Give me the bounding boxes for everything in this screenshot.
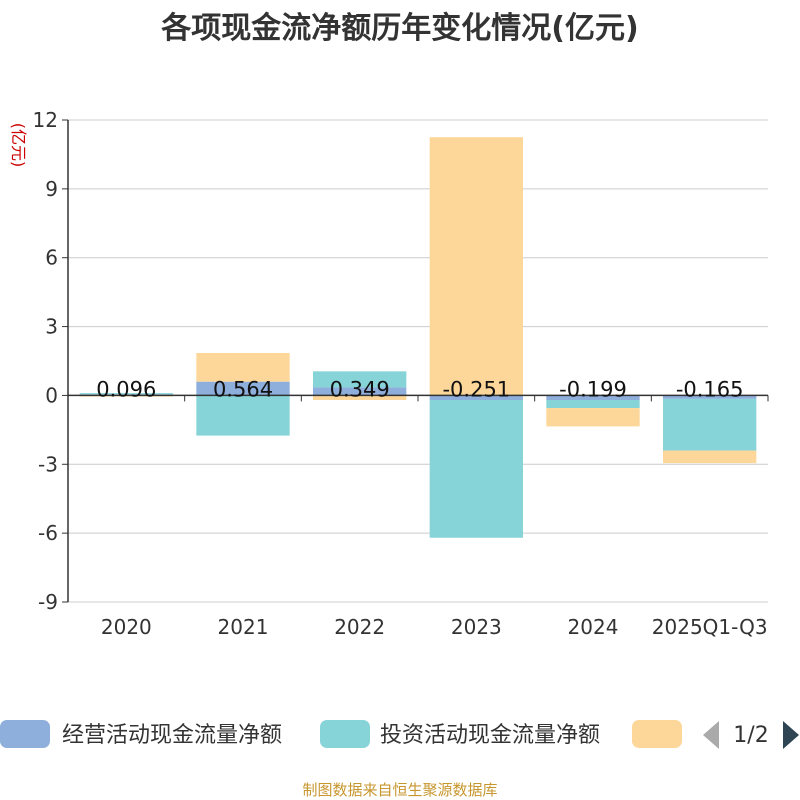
y-tick-label-6: -6: [38, 521, 58, 545]
y-tick-label-0: 12: [33, 108, 58, 132]
legend-swatch-investing[interactable]: [320, 720, 370, 748]
bar-s0-2023: [429, 395, 523, 401]
bar-s1-2021: [196, 395, 290, 436]
x-tick-label-2024: 2024: [568, 615, 619, 639]
bar-s1-2022: [313, 371, 407, 388]
bar-s2-2021: [196, 352, 290, 382]
legend-swatch-operating[interactable]: [0, 720, 50, 748]
data-label-2025Q1-Q3: -0.165: [676, 377, 744, 401]
legend-label-operating[interactable]: 经营活动现金流量净额: [62, 723, 282, 748]
y-tick-label-4: 0: [45, 383, 58, 407]
bar-s2-2023: [429, 137, 523, 396]
data-label-2020: 0.096: [96, 377, 156, 401]
legend-label-investing[interactable]: 投资活动现金流量净额: [380, 723, 600, 748]
bar-s1-2023: [429, 400, 523, 538]
x-axis-ticks: 2020 2021 2022 2023 2024 2025Q1-Q3: [101, 615, 768, 639]
bar-s0-2022: [313, 387, 407, 396]
bar-s0-2024: [546, 395, 640, 401]
chart-title: 各项现金流净额历年变化情况(亿元): [160, 11, 638, 46]
data-label-2023: -0.251: [442, 377, 510, 401]
y-tick-label-2: 6: [45, 246, 58, 270]
y-tick-label-3: 3: [45, 315, 58, 339]
x-tick-label-2025Q1-Q3: 2025Q1-Q3: [652, 615, 768, 639]
x-tick-label-2023: 2023: [451, 615, 502, 639]
legend-prev-page-icon[interactable]: [703, 721, 719, 749]
bar-s1-2024: [546, 400, 640, 409]
legend-page-indicator: 1/2: [733, 723, 768, 748]
bars: [79, 137, 757, 538]
data-label-2024: -0.199: [559, 377, 627, 401]
data-label-2021: 0.564: [213, 377, 273, 401]
y-tick-label-7: -9: [38, 590, 58, 614]
bar-s0-2025Q1-Q3: [663, 395, 757, 399]
y-tick-label-5: -3: [38, 452, 58, 476]
y-axis-ticks: 12 9 6 3 0 -3 -6 -9: [33, 108, 68, 614]
x-tick-label-2021: 2021: [218, 615, 269, 639]
bar-s1-2020: [79, 393, 173, 395]
bar-s2-2022: [313, 395, 407, 401]
bar-s2-2025Q1-Q3: [663, 450, 757, 464]
legend-swatch-financing[interactable]: [632, 720, 682, 748]
bar-s1-2025Q1-Q3: [663, 398, 757, 451]
y-axis-unit: (亿元): [9, 123, 28, 168]
x-tick-label-2022: 2022: [334, 615, 385, 639]
legend: 经营活动现金流量净额 投资活动现金流量净额 1/2: [0, 720, 799, 749]
data-source-note: 制图数据来自恒生聚源数据库: [302, 781, 497, 799]
legend-next-page-icon[interactable]: [783, 721, 799, 749]
data-labels: 0.096 0.564 0.349 -0.251 -0.199 -0.165: [96, 377, 743, 401]
gridlines: [68, 119, 768, 603]
data-label-2022: 0.349: [330, 377, 390, 401]
bar-s2-2024: [546, 408, 640, 427]
bar-s0-2021: [196, 381, 290, 396]
x-tick-label-2020: 2020: [101, 615, 152, 639]
y-tick-label-1: 9: [45, 177, 58, 201]
axes: [67, 120, 769, 602]
